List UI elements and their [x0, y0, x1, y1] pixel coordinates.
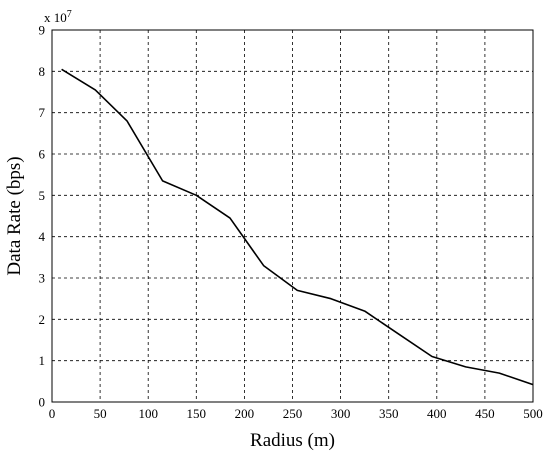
y-tick-label: 1 [39, 353, 46, 368]
plot-frame [51, 29, 534, 403]
data-rate-line [61, 68, 534, 386]
x-tick-label: 400 [427, 406, 447, 421]
x-axis-label: Radius (m) [250, 430, 335, 451]
x-tick-label: 100 [138, 406, 158, 421]
y-tick-label: 0 [39, 395, 46, 410]
exponent-label: x 107 [44, 9, 72, 26]
y-tick-label: 4 [39, 229, 46, 244]
x-tick-label: 500 [523, 406, 543, 421]
y-tick-label: 2 [39, 312, 46, 327]
y-tick-label: 6 [39, 147, 46, 162]
y-tick-label: 8 [39, 64, 46, 79]
x-tick-label: 350 [379, 406, 399, 421]
y-tick-label: 7 [39, 105, 46, 120]
x-tick-label: 50 [94, 406, 107, 421]
axis-ticks: 0 50 100 150 200 250 300 350 400 450 500 0 1 2 3 4 5 6 7 8 9 [39, 23, 543, 422]
x-tick-label: 300 [331, 406, 351, 421]
x-tick-label: 450 [475, 406, 495, 421]
y-tick-label: 9 [39, 23, 46, 38]
grid [52, 30, 533, 402]
x-tick-label: 200 [235, 406, 255, 421]
x-tick-label: 150 [187, 406, 207, 421]
x-tick-label: 0 [49, 406, 56, 421]
y-axis-label: Data Rate (bps) [4, 156, 25, 275]
y-tick-label: 3 [39, 271, 46, 286]
y-tick-label: 5 [39, 188, 46, 203]
x-tick-label: 250 [283, 406, 303, 421]
